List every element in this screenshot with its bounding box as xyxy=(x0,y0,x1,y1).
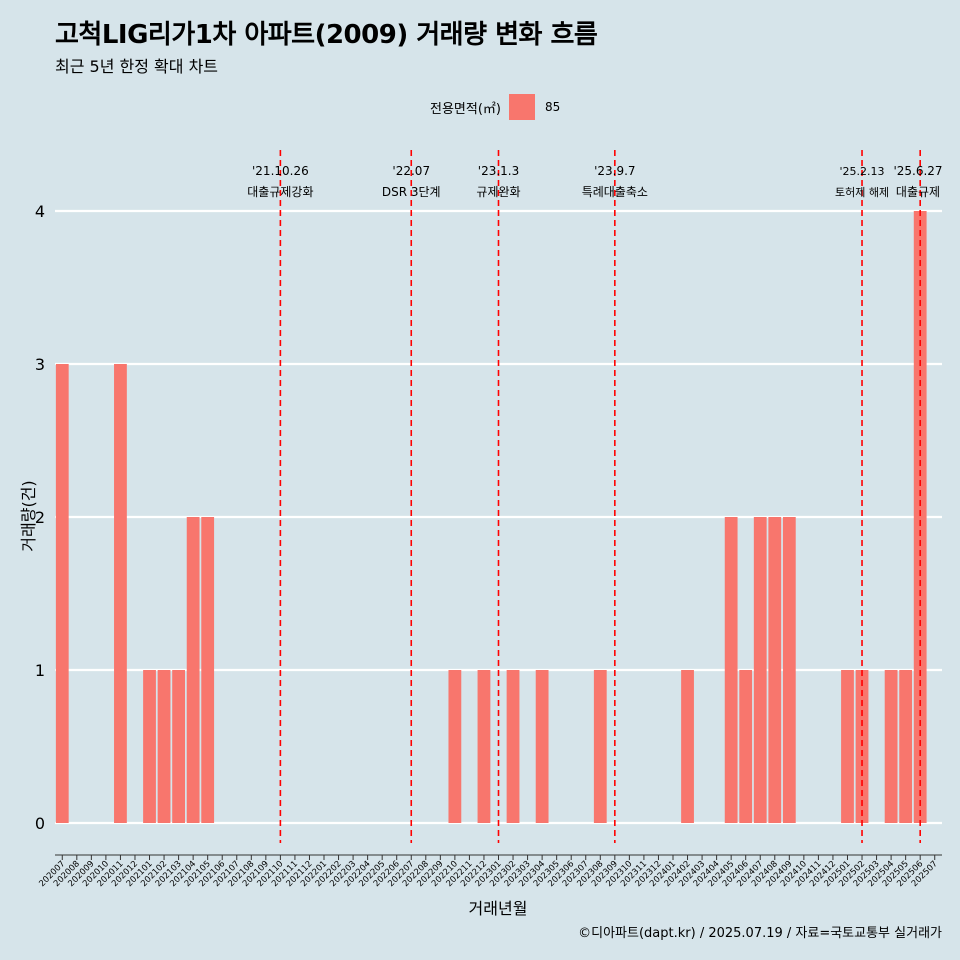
event-date-202110: '21.10.26 xyxy=(252,164,309,178)
y-tick-label: 2 xyxy=(35,508,45,527)
bar-202105 xyxy=(201,517,215,823)
bar-202505 xyxy=(899,670,913,823)
event-label-202207: DSR 3단계 xyxy=(382,185,441,199)
bar-202408 xyxy=(768,517,782,823)
bar-202212 xyxy=(477,670,491,823)
bar-202103 xyxy=(172,670,185,823)
bar-202402 xyxy=(681,670,694,823)
y-axis: 0 1 2 3 4 xyxy=(35,202,45,833)
event-date-202301: '23.1.3 xyxy=(478,164,519,178)
source-credit: ©디아파트(dapt.kr) / 2025.07.19 / 자료=국토교통부 실… xyxy=(578,926,942,941)
bar-202101 xyxy=(143,670,156,823)
legend-title: 전용면적(㎡) xyxy=(430,101,501,117)
event-markers: '21.10.26 대출규제강화 '22.07 DSR 3단계 '23.1.3 규제완화 '… xyxy=(247,150,943,843)
x-axis-label: 거래년월 xyxy=(469,899,528,918)
bar-202104 xyxy=(186,517,200,823)
bar-202502 xyxy=(855,670,869,823)
event-date-202207: '22.07 xyxy=(392,164,430,178)
bar-202308 xyxy=(593,670,607,823)
bar-202504 xyxy=(884,670,898,823)
legend: 전용면적(㎡) 85 xyxy=(430,94,560,120)
event-label-202506: 대출규제 xyxy=(896,185,940,199)
event-label-202110: 대출규제강화 xyxy=(247,185,313,199)
bar-202407 xyxy=(753,517,767,823)
bar-202501 xyxy=(841,670,854,823)
y-axis-label: 거래량(건) xyxy=(19,480,38,551)
event-label-202309: 특례대출축소 xyxy=(582,185,648,199)
event-date-202506: '25.6.27 xyxy=(893,164,942,178)
y-tick-label: 4 xyxy=(35,202,45,221)
x-axis: 2020072020082020092020102020112020122021… xyxy=(37,854,942,889)
event-label-202502: 토허제 해제 xyxy=(835,185,889,199)
bar-202007 xyxy=(55,364,69,823)
chart-subtitle: 최근 5년 한정 확대 차트 xyxy=(55,57,219,76)
legend-label-85: 85 xyxy=(544,100,561,114)
bar-202304 xyxy=(535,670,549,823)
bar-202302 xyxy=(506,670,520,823)
chart-title: 고척LIG리가1차 아파트(2009) 거래량 변화 흐름 xyxy=(55,20,598,50)
bar-202406 xyxy=(739,670,753,823)
y-tick-label: 3 xyxy=(35,355,45,374)
y-tick-label: 1 xyxy=(35,661,45,680)
event-date-202309: '23.9.7 xyxy=(594,164,635,178)
bar-202506 xyxy=(913,211,927,823)
bars xyxy=(55,211,927,823)
bar-202405 xyxy=(724,517,738,823)
event-label-202301: 규제완화 xyxy=(476,185,520,199)
y-tick-label: 0 xyxy=(35,814,45,833)
bar-202409 xyxy=(782,517,796,823)
bar-202102 xyxy=(157,670,171,823)
bar-202210 xyxy=(448,670,462,823)
legend-swatch-85 xyxy=(508,94,535,120)
event-date-202502: '25.2.13 xyxy=(840,165,885,178)
bar-202011 xyxy=(114,364,127,823)
